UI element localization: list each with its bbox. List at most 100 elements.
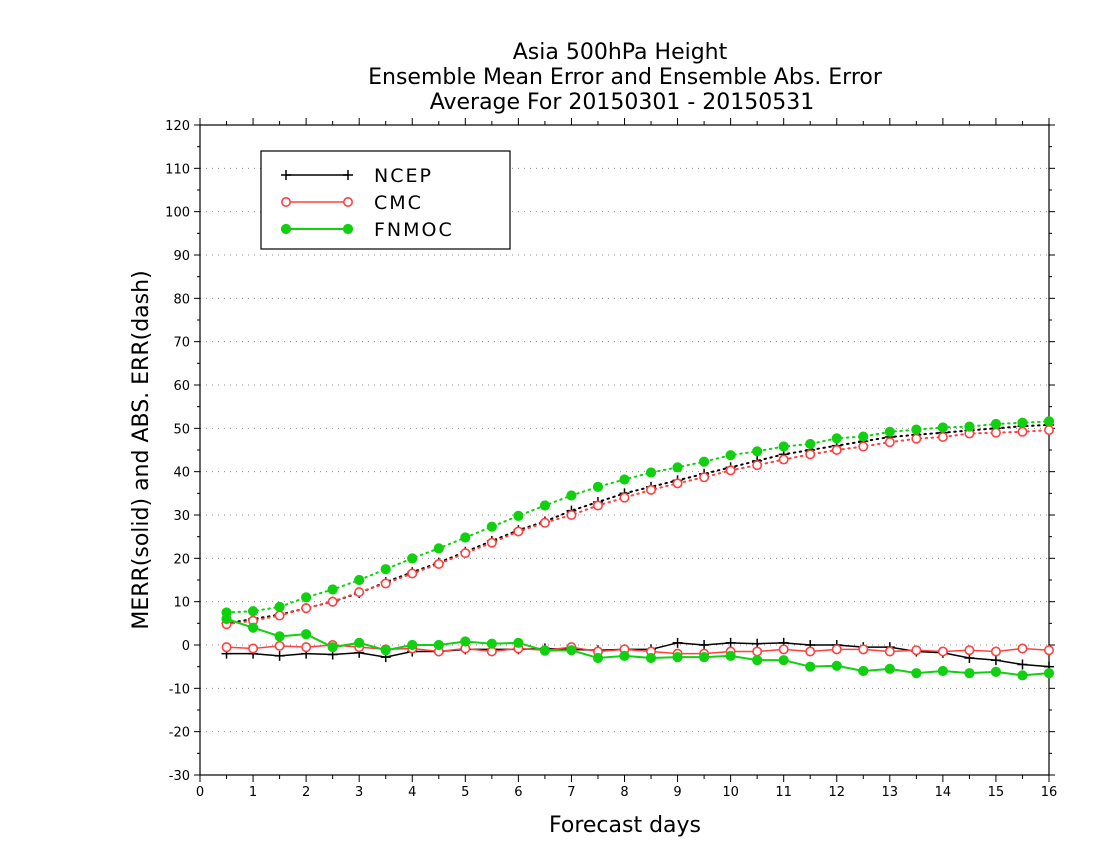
fnmoc-merr-point bbox=[778, 655, 789, 666]
cmc-abs-err-point bbox=[486, 537, 497, 548]
x-tick-label: 9 bbox=[673, 785, 681, 800]
y-axis-label: MERR(solid) and ABS. ERR(dash) bbox=[129, 270, 154, 629]
cmc-abs-err-line bbox=[225, 429, 1050, 626]
fnmoc-abs-err-point bbox=[327, 584, 338, 595]
y-tick-label: 80 bbox=[173, 292, 190, 307]
x-tick-label: 3 bbox=[355, 785, 363, 800]
x-tick-label: 4 bbox=[408, 785, 416, 800]
y-tick-label: 30 bbox=[173, 509, 190, 524]
fnmoc-abs-err-point bbox=[619, 474, 630, 485]
x-tick-label: 2 bbox=[302, 785, 310, 800]
cmc-abs-err-point bbox=[672, 478, 683, 489]
fnmoc-merr-point bbox=[301, 629, 312, 640]
cmc-abs-err-point bbox=[539, 517, 550, 528]
y-tick-label: 90 bbox=[173, 249, 190, 264]
cmc-abs-err-point bbox=[274, 610, 285, 621]
cmc-abs-err-point bbox=[646, 484, 657, 495]
fnmoc-abs-err-line bbox=[225, 420, 1050, 614]
fnmoc-merr-point bbox=[990, 666, 1002, 677]
x-tick-label: 15 bbox=[988, 785, 1005, 800]
fnmoc-abs-err-point bbox=[513, 510, 524, 521]
fnmoc-merr-point bbox=[354, 637, 365, 648]
cmc-abs-err-point bbox=[1017, 426, 1028, 437]
y-tick-label: 10 bbox=[173, 596, 190, 611]
ncep-abs-err-line bbox=[225, 423, 1050, 625]
ncep-merr-point bbox=[672, 637, 683, 648]
fnmoc-abs-err-point bbox=[486, 521, 497, 532]
fnmoc-merr-point bbox=[539, 645, 551, 656]
cmc-abs-err-point bbox=[725, 465, 736, 476]
fnmoc-merr-point bbox=[566, 645, 577, 656]
fnmoc-merr-point bbox=[645, 652, 657, 664]
cmc-abs-err-point bbox=[911, 433, 922, 444]
fnmoc-merr-point bbox=[327, 642, 338, 653]
fnmoc-merr-point bbox=[698, 652, 710, 663]
y-tick-label: 110 bbox=[165, 162, 190, 177]
fnmoc-abs-err-point bbox=[1043, 416, 1055, 427]
y-tick-label: 20 bbox=[173, 552, 190, 567]
y-tick-label: 120 bbox=[165, 119, 190, 134]
x-tick-label: 6 bbox=[514, 785, 522, 800]
cmc-abs-err-point bbox=[407, 568, 418, 579]
fnmoc-merr-point bbox=[407, 639, 418, 651]
cmc-merr-point bbox=[301, 642, 312, 653]
y-tick-label: 60 bbox=[173, 379, 190, 394]
fnmoc-merr-point bbox=[831, 660, 842, 671]
cmc-abs-err-point bbox=[1044, 425, 1055, 436]
title-line-3: Average For 20150301 - 20150531 bbox=[430, 90, 815, 115]
ncep-merr-point bbox=[1017, 659, 1028, 670]
cmc-abs-err-point bbox=[858, 441, 869, 452]
y-tick-label: -10 bbox=[169, 682, 190, 697]
fnmoc-merr-point bbox=[884, 663, 895, 674]
cmc-merr-point bbox=[911, 645, 922, 656]
fnmoc-abs-err-point bbox=[460, 532, 471, 543]
x-tick-label: 13 bbox=[882, 785, 899, 800]
cmc-abs-err-point bbox=[937, 431, 948, 442]
fnmoc-merr-point bbox=[752, 655, 763, 666]
legend-marker-fnmoc bbox=[280, 223, 292, 235]
fnmoc-abs-err-point bbox=[645, 467, 657, 478]
legend-marker-ncep bbox=[281, 170, 291, 180]
cmc-merr-point bbox=[274, 640, 285, 651]
cmc-abs-err-point bbox=[566, 509, 577, 520]
cmc-merr-point bbox=[884, 646, 895, 657]
y-tick-label: 70 bbox=[173, 336, 190, 351]
fnmoc-merr-point bbox=[433, 639, 444, 651]
fnmoc-abs-err-point bbox=[247, 606, 259, 617]
cmc-abs-err-point bbox=[592, 500, 603, 511]
legend: NCEP CMC FNMOC bbox=[260, 150, 511, 250]
y-tick-label: 50 bbox=[173, 422, 190, 437]
fnmoc-abs-err-point bbox=[274, 601, 285, 612]
fnmoc-merr-point bbox=[672, 652, 683, 663]
y-tick-label: 0 bbox=[182, 639, 190, 654]
cmc-merr-point bbox=[248, 643, 259, 654]
fnmoc-merr-point bbox=[1017, 670, 1028, 681]
series-group bbox=[221, 416, 1055, 681]
fnmoc-merr-point bbox=[1043, 668, 1055, 679]
x-tick-label: 7 bbox=[567, 785, 575, 800]
legend-label-fnmoc: FNMOC bbox=[374, 219, 454, 241]
fnmoc-merr-point bbox=[460, 636, 471, 647]
x-tick-label: 0 bbox=[196, 785, 204, 800]
cmc-merr-point bbox=[1017, 643, 1028, 654]
cmc-abs-err-point bbox=[327, 596, 338, 607]
cmc-abs-err-point bbox=[884, 437, 895, 448]
cmc-abs-err-point bbox=[619, 492, 630, 503]
legend-label-cmc: CMC bbox=[374, 192, 423, 214]
fnmoc-merr-line bbox=[226, 618, 1050, 677]
fnmoc-merr-point bbox=[937, 665, 948, 677]
fnmoc-abs-err-point bbox=[539, 500, 551, 511]
cmc-merr-point bbox=[805, 646, 816, 657]
fnmoc-merr-point bbox=[911, 668, 922, 679]
x-tick-label: 5 bbox=[461, 785, 469, 800]
fnmoc-abs-err-point bbox=[778, 441, 789, 452]
fnmoc-merr-point bbox=[221, 613, 232, 625]
fnmoc-merr-point bbox=[805, 661, 816, 672]
fnmoc-abs-err-point bbox=[725, 450, 736, 461]
x-tick-label: 14 bbox=[935, 785, 952, 800]
fnmoc-abs-err-point bbox=[380, 564, 391, 575]
x-tick-label: 11 bbox=[775, 785, 792, 800]
